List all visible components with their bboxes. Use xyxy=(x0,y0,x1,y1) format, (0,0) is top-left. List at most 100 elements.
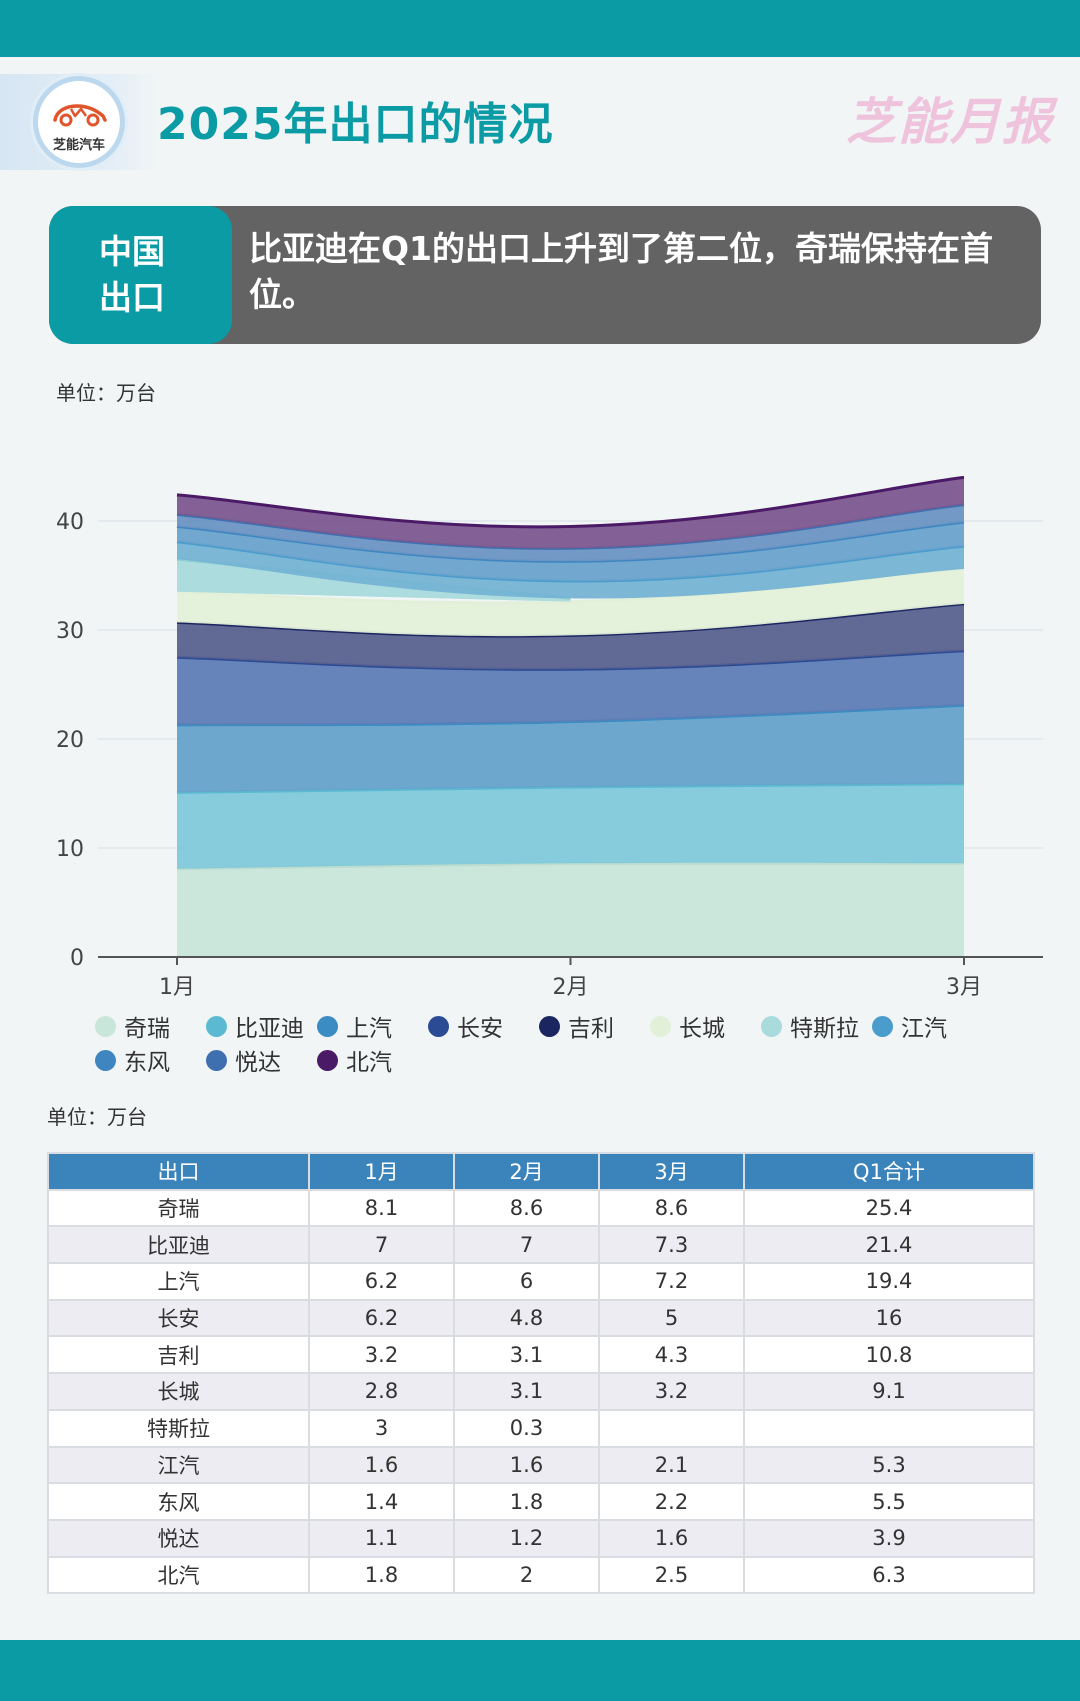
table-unit-label: 单位：万台 xyxy=(47,1105,147,1129)
legend-marker xyxy=(650,1015,671,1037)
table-cell xyxy=(598,1408,745,1448)
table-cell: 5.3 xyxy=(743,1445,1035,1485)
table-cell: 25.4 xyxy=(743,1188,1035,1228)
table-cell: 7.3 xyxy=(598,1225,745,1265)
table-cell: 3.9 xyxy=(743,1518,1035,1558)
y-tick-label: 30 xyxy=(56,619,84,644)
y-tick-label: 40 xyxy=(56,510,84,535)
table-cell: 比亚迪 xyxy=(47,1225,310,1265)
chart-unit-label: 单位：万台 xyxy=(56,381,156,405)
table-cell: 8.6 xyxy=(598,1188,745,1228)
legend-marker xyxy=(317,1049,338,1071)
column-header: 3月 xyxy=(598,1152,745,1191)
legend-item[interactable]: 长城 xyxy=(650,1011,725,1042)
legend-item[interactable]: 江汽 xyxy=(872,1011,947,1042)
y-tick-label: 20 xyxy=(56,728,84,753)
table-cell: 江汽 xyxy=(47,1445,310,1485)
table-row: 上汽 6.2 6 7.2 19.4 xyxy=(47,1262,1035,1301)
table-cell: 19.4 xyxy=(743,1262,1035,1301)
legend-marker xyxy=(206,1049,227,1071)
table-cell: 0.3 xyxy=(453,1408,600,1448)
banner-tag-line1: 中国 xyxy=(99,232,165,271)
table-cell: 5 xyxy=(598,1298,745,1338)
column-header: 1月 xyxy=(308,1152,455,1191)
table-row: 悦达 1.1 1.2 1.6 3.9 xyxy=(47,1518,1035,1558)
table-cell: 东风 xyxy=(47,1482,310,1521)
table-cell: 16 xyxy=(743,1298,1035,1338)
legend-marker xyxy=(872,1015,893,1037)
area-series-1 xyxy=(177,862,964,957)
series-line-11 xyxy=(176,475,965,529)
legend-label: 东风 xyxy=(124,1050,170,1076)
area-series-2 xyxy=(177,783,964,869)
area-series-8 xyxy=(177,541,964,599)
area-series-3 xyxy=(177,705,964,793)
legend-label: 特斯拉 xyxy=(790,1016,859,1042)
table-cell: 2.8 xyxy=(308,1372,455,1411)
table-cell: 9.1 xyxy=(743,1372,1035,1411)
legend-item[interactable]: 比亚迪 xyxy=(206,1011,304,1042)
table-cell: 4.8 xyxy=(453,1298,600,1338)
table-cell: 5.5 xyxy=(743,1482,1035,1521)
legend-item[interactable]: 北汽 xyxy=(317,1045,392,1076)
table-cell: 4.3 xyxy=(598,1335,745,1375)
table-row: 吉利 3.2 3.1 4.3 10.8 xyxy=(47,1335,1035,1375)
table-row: 特斯拉 3 0.3 xyxy=(47,1408,1035,1448)
table-cell xyxy=(743,1408,1035,1448)
legend-item[interactable]: 吉利 xyxy=(539,1011,614,1042)
legend-item[interactable]: 长安 xyxy=(428,1011,503,1042)
bottom-bar xyxy=(0,1640,1080,1701)
table-cell: 6.3 xyxy=(743,1555,1035,1595)
table-body: 奇瑞 8.1 8.6 8.6 25.4 比亚迪 7 7 7.3 21.4 上汽 6.2 6 7.2 19.4… xyxy=(47,1188,1035,1595)
legend-marker xyxy=(539,1015,560,1037)
legend-item[interactable]: 悦达 xyxy=(206,1045,281,1076)
table-row: 江汽 1.6 1.6 2.1 5.3 xyxy=(47,1445,1035,1485)
legend-item[interactable]: 特斯拉 xyxy=(761,1011,859,1042)
legend-label: 上汽 xyxy=(346,1016,392,1042)
table-cell: 7 xyxy=(453,1225,600,1265)
table-cell: 2 xyxy=(453,1555,600,1595)
table-cell: 7.2 xyxy=(598,1262,745,1301)
table-cell: 北汽 xyxy=(47,1555,310,1595)
legend-label: 长安 xyxy=(457,1016,503,1042)
stacked-area-chart: 1月 2月 3月 0 10 20 30 40 xyxy=(56,475,1043,1000)
car-icon xyxy=(53,104,107,127)
legend-item[interactable]: 东风 xyxy=(95,1045,170,1076)
table-header-row: 出口 1月 2月 3月 Q1合计 xyxy=(47,1152,1035,1191)
legend-marker xyxy=(428,1015,449,1037)
table-cell: 1.6 xyxy=(598,1518,745,1558)
column-header: 2月 xyxy=(453,1152,600,1191)
legend-item[interactable]: 奇瑞 xyxy=(95,1011,170,1042)
column-header: Q1合计 xyxy=(743,1152,1035,1191)
legend-label: 奇瑞 xyxy=(124,1016,170,1042)
area-series-11 xyxy=(177,477,964,549)
legend-item[interactable]: 上汽 xyxy=(317,1011,392,1042)
banner-tag: 中国 出口 xyxy=(49,206,232,344)
table-cell: 3.1 xyxy=(453,1335,600,1375)
table-cell: 2.1 xyxy=(598,1445,745,1485)
legend-marker xyxy=(206,1015,227,1037)
table-cell: 6.2 xyxy=(308,1298,455,1338)
table-row: 长安 6.2 4.8 5 16 xyxy=(47,1298,1035,1338)
legend-marker xyxy=(317,1015,338,1037)
table-cell: 6 xyxy=(453,1262,600,1301)
table-cell: 长安 xyxy=(47,1298,310,1338)
top-bar xyxy=(0,0,1080,57)
table-cell: 吉利 xyxy=(47,1335,310,1375)
legend-label: 比亚迪 xyxy=(235,1016,304,1042)
table-cell: 1.6 xyxy=(308,1445,455,1485)
column-header: 出口 xyxy=(47,1152,310,1191)
table-cell: 3.1 xyxy=(453,1372,600,1411)
table-cell: 21.4 xyxy=(743,1225,1035,1265)
banner-tag-text: 中国 出口 xyxy=(99,229,189,321)
export-data-table: 出口 1月 2月 3月 Q1合计 奇瑞 8.1 8.6 8.6 25.4 比亚迪 7 7 7.3 21.4… xyxy=(47,1152,1035,1595)
table-row: 东风 1.4 1.8 2.2 5.5 xyxy=(47,1482,1035,1521)
page-title: 2025年出口的情况 xyxy=(157,99,554,150)
table-cell: 1.2 xyxy=(453,1518,600,1558)
table-cell: 2.5 xyxy=(598,1555,745,1595)
x-tick-label: 3月 xyxy=(946,975,982,1000)
legend-marker xyxy=(95,1049,116,1071)
x-tick-label: 1月 xyxy=(159,975,195,1000)
table-cell: 1.1 xyxy=(308,1518,455,1558)
y-tick-label: 10 xyxy=(56,837,84,862)
